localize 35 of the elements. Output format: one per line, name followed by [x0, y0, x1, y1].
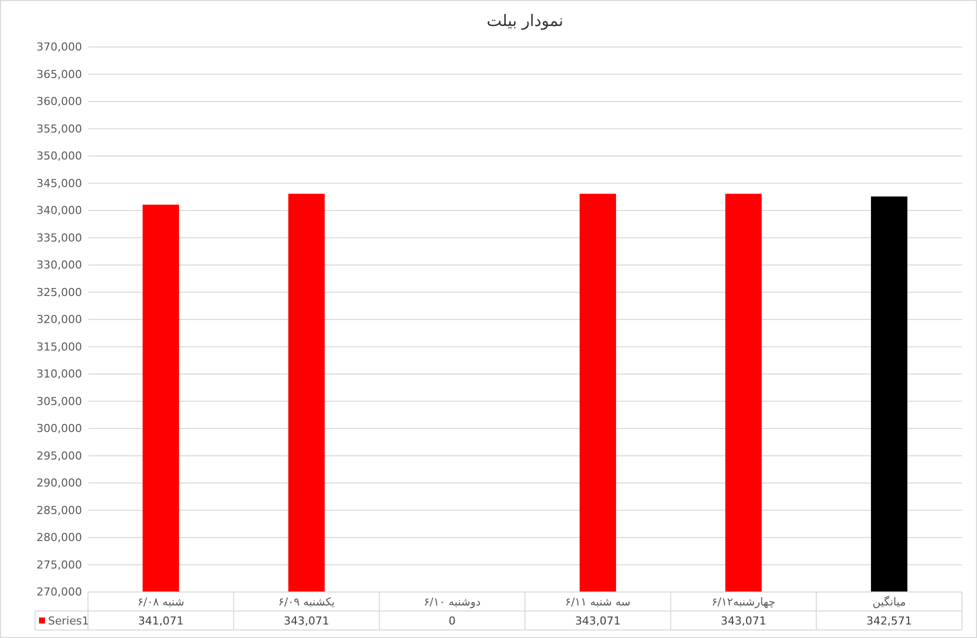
- y-tick-label: 290,000: [36, 476, 82, 490]
- y-tick-label: 285,000: [36, 504, 82, 517]
- y-tick-label: 335,000: [36, 231, 82, 244]
- y-tick-label: 295,000: [36, 449, 82, 462]
- y-tick-label: 330,000: [36, 258, 82, 272]
- y-tick-label: 305,000: [36, 394, 82, 408]
- legend-label: Series1: [48, 614, 89, 628]
- data-label: 342,571: [866, 614, 912, 628]
- text: 0: [448, 614, 456, 628]
- x-tick-label: سه شنبه ۶/۱۱: [565, 596, 630, 608]
- data-label: 343,071: [284, 614, 330, 628]
- x-tick-label: میانگین: [872, 596, 906, 608]
- y-tick-label: 310,000: [36, 368, 82, 381]
- y-tick-label: 340,000: [36, 204, 82, 218]
- y-tick-label: 355,000: [36, 122, 82, 136]
- x-tick-label: شنبه ۶/۰۸: [137, 596, 184, 608]
- x-tick-label: چهارشنبه۶/۱۲: [712, 596, 776, 608]
- y-tick-label: 270,000: [36, 586, 82, 599]
- data-label: 343,071: [720, 614, 766, 628]
- y-tick-label: 280,000: [36, 531, 82, 544]
- chart-title: نمودار بیلت: [486, 11, 564, 30]
- y-tick-label: 300,000: [36, 422, 82, 436]
- x-tick-label: یکشنبه ۶/۰۹: [278, 596, 335, 608]
- y-tick-label: 365,000: [36, 68, 82, 81]
- y-tick-label: 325,000: [36, 286, 82, 299]
- x-tick-label: دوشنبه ۶/۱۰: [424, 596, 481, 608]
- y-tick-label: 370,000: [36, 40, 82, 54]
- y-tick-label: 320,000: [36, 313, 82, 326]
- data-label: 341,071: [138, 614, 184, 628]
- y-tick-label: 275,000: [36, 558, 82, 572]
- y-tick-label: 350,000: [36, 150, 82, 163]
- y-tick-label: 360,000: [36, 95, 82, 108]
- y-tick-label: 345,000: [36, 176, 82, 190]
- y-tick-label: 315,000: [36, 340, 82, 354]
- data-label: 343,071: [575, 614, 621, 628]
